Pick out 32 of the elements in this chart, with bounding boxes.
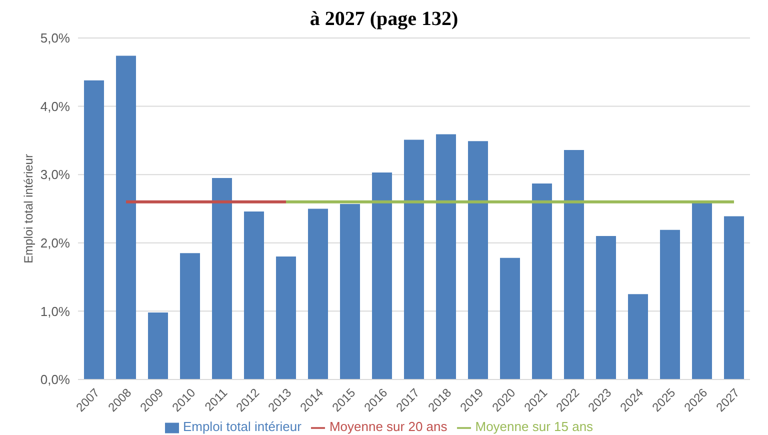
chart-title: à 2027 (page 132) [308, 8, 460, 31]
bar [724, 216, 744, 380]
bar [404, 140, 424, 380]
y-tick-label: 3,0% [40, 167, 70, 182]
bar [84, 80, 104, 380]
bar [692, 202, 712, 380]
bar [212, 178, 232, 380]
legend-label: Emploi total intérieur [182, 419, 302, 434]
y-tick-label: 2,0% [40, 235, 70, 250]
bar [596, 236, 616, 380]
bar [660, 230, 680, 380]
legend-label: Moyenne sur 15 ans [475, 419, 594, 434]
bar [500, 258, 520, 380]
y-tick-label: 5,0% [40, 30, 70, 46]
bar [468, 141, 488, 380]
bar [244, 211, 264, 380]
y-tick-label: 0,0% [40, 372, 70, 388]
bar [372, 172, 392, 380]
legend-label: Moyenne sur 20 ans [329, 419, 448, 434]
bar [148, 312, 168, 380]
bar [116, 56, 136, 380]
bar [180, 253, 200, 380]
bar [276, 256, 296, 380]
y-axis-title: Emploi total intérieur [21, 154, 36, 264]
bar [564, 150, 584, 380]
y-tick-label: 1,0% [40, 304, 70, 319]
y-tick-label: 4,0% [40, 98, 70, 114]
bar [340, 204, 360, 380]
bar [436, 134, 456, 380]
bar [532, 183, 552, 380]
bar [308, 208, 328, 380]
bar [628, 294, 648, 380]
